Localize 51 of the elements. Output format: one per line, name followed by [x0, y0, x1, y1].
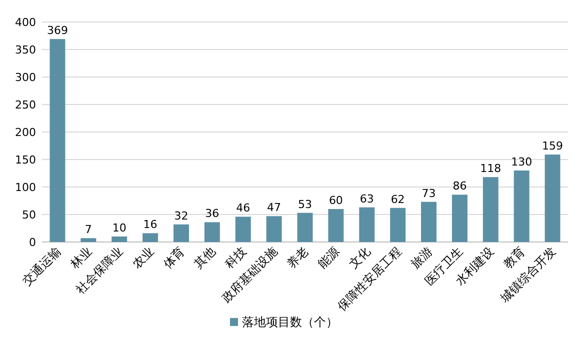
data-label: 86	[452, 180, 467, 193]
data-label: 36	[205, 207, 220, 220]
data-label: 62	[390, 192, 405, 206]
data-label: 159	[542, 140, 564, 153]
data-label: 369	[46, 24, 68, 38]
x-tick-label: 教育	[500, 244, 528, 272]
bar	[80, 238, 96, 242]
legend-label: 落地项目数（个）	[242, 315, 338, 329]
data-label: 32	[174, 209, 188, 222]
data-label: 47	[267, 201, 282, 214]
data-label: 130	[511, 156, 532, 168]
bar	[266, 216, 282, 242]
data-label: 53	[298, 198, 312, 211]
y-tick-label: 50	[22, 208, 36, 222]
x-tick-label: 其他	[191, 244, 218, 272]
y-tick-label: 300	[15, 71, 36, 84]
data-label: 10	[112, 222, 126, 234]
y-tick-label: 100	[15, 181, 36, 194]
bar	[421, 202, 436, 242]
y-tick-label: 400	[15, 16, 36, 29]
bar	[390, 208, 406, 242]
data-label: 7	[84, 223, 92, 236]
bar	[112, 236, 128, 242]
y-tick-label: 200	[15, 126, 36, 139]
bar	[544, 154, 560, 242]
bar	[328, 209, 344, 242]
y-tick-label: 150	[15, 154, 36, 166]
data-label: 118	[480, 162, 502, 176]
x-tick-label: 养老	[284, 244, 312, 272]
y-tick-label: 350	[15, 44, 36, 56]
bar	[482, 177, 498, 242]
y-tick-label: 0	[29, 236, 36, 249]
x-tick-label: 体育	[160, 244, 188, 272]
data-label: 63	[360, 192, 374, 206]
bar	[452, 194, 468, 242]
y-tick-label: 250	[15, 98, 36, 112]
bar	[297, 212, 313, 242]
data-label: 46	[236, 202, 250, 215]
bar	[142, 233, 158, 242]
bar	[359, 207, 375, 242]
data-label: 60	[328, 194, 343, 207]
bar	[174, 224, 189, 242]
x-tick-label: 林业	[66, 244, 95, 272]
x-tick-label: 能源	[315, 244, 342, 272]
bar	[204, 222, 220, 242]
bar	[50, 39, 66, 242]
bar	[235, 216, 251, 242]
bar	[514, 170, 530, 242]
data-label: 16	[143, 218, 158, 232]
x-tick-label: 农业	[130, 244, 156, 272]
data-label: 73	[422, 186, 436, 200]
